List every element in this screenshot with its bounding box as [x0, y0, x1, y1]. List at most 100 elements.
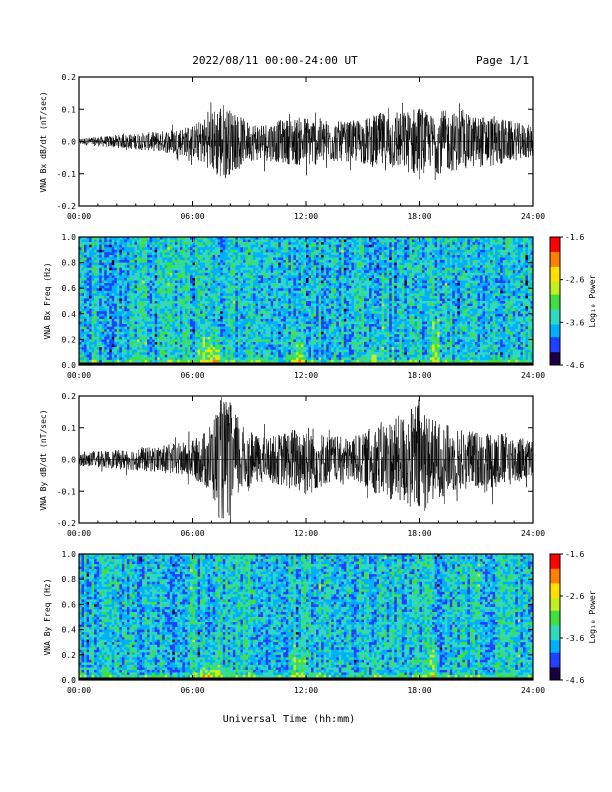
- bx-spectrogram-cell: [258, 306, 261, 309]
- bx-spectrogram-cell: [227, 334, 231, 338]
- bx-spectrogram-cell: [134, 334, 138, 338]
- bx-spectrogram-cell: [144, 247, 148, 251]
- bx-spectrogram-cell: [220, 270, 224, 274]
- bx-spectrogram-cell: [79, 267, 82, 271]
- bx-spectrogram-cell: [283, 339, 287, 343]
- bx-spectrogram-cell: [260, 290, 264, 294]
- bx-spectrogram-cell: [189, 306, 193, 309]
- bx-spectrogram-cell: [91, 262, 95, 266]
- bx-spectrogram-cell: [313, 354, 317, 358]
- bx-spectrogram-cell: [114, 324, 118, 327]
- bx-spectrogram-cell: [311, 260, 314, 263]
- bx-spectrogram-cell: [232, 283, 236, 286]
- bx-spectrogram-cell: [316, 283, 319, 286]
- bx-spectrogram-cell: [119, 239, 123, 243]
- bx-spectrogram-cell: [237, 339, 241, 343]
- bx-spectrogram-cell: [162, 270, 166, 274]
- bx-spectrogram-cell: [205, 283, 208, 286]
- bx-spectrogram-cell: [164, 288, 168, 292]
- bx-spectrogram-cell: [172, 359, 176, 363]
- bx-spectrogram-cell: [139, 295, 143, 299]
- bx-spectrogram-cell: [149, 329, 153, 333]
- bx-spectrogram-cell: [167, 265, 171, 269]
- bx-spectrogram-cell: [318, 344, 322, 348]
- bx-spectrogram-cell: [308, 352, 312, 356]
- bx-spectrogram-cell: [235, 288, 239, 292]
- bx-spectrogram-cell: [293, 357, 297, 361]
- bx-spectrogram-cell: [217, 290, 221, 294]
- bx-spectrogram-cell: [111, 290, 115, 294]
- bx-spectrogram-cell: [129, 321, 133, 325]
- bx-spectrogram-cell: [124, 265, 128, 269]
- bx-spectrogram-cell: [94, 285, 97, 289]
- bx-spectrogram-cell: [111, 272, 115, 276]
- bx-spectrogram-cell: [303, 357, 307, 361]
- bx-spectrogram-cell: [240, 262, 244, 266]
- bx-spectrogram-cell: [91, 283, 95, 286]
- bx-spectrogram-cell: [96, 344, 100, 348]
- bx-spectrogram-cell: [179, 244, 183, 248]
- bx-spectrogram-cell: [260, 316, 264, 320]
- bx-spectrogram-cell: [303, 249, 307, 253]
- bx-spectrogram-cell: [147, 341, 150, 345]
- bx-spectrogram-cell: [321, 285, 324, 289]
- bx-spectrogram-cell: [139, 357, 143, 361]
- bx-spectrogram-cell: [124, 290, 128, 294]
- bx-spectrogram-cell: [268, 290, 271, 294]
- bx-spectrogram-cell: [142, 308, 145, 312]
- bx-spectrogram-cell: [212, 260, 216, 263]
- bx-spectrogram-cell: [116, 260, 120, 263]
- bx-spectrogram-cell: [260, 242, 264, 245]
- bx-spectrogram-cell: [242, 272, 246, 276]
- bx-spectrogram-cell: [184, 344, 188, 348]
- bx-spectrogram-cell: [89, 324, 92, 327]
- bx-spectrogram-cell: [126, 303, 130, 307]
- bx-spectrogram-cell: [197, 347, 201, 350]
- bx-spectrogram-cell: [293, 288, 297, 292]
- bx-spectrogram-cell: [137, 303, 140, 307]
- bx-spectrogram-cell: [172, 239, 176, 243]
- bx-spectrogram-cell: [192, 308, 196, 312]
- bx-spectrogram-cell: [275, 254, 279, 258]
- bx-spectrogram-cell: [316, 303, 319, 307]
- bx-spectrogram-cell: [79, 313, 82, 317]
- bx-spectrogram-cell: [225, 283, 229, 286]
- bx-spectrogram-cell: [321, 280, 324, 284]
- bx-spectrogram-cell: [89, 260, 92, 263]
- bx-spectrogram-cell: [84, 306, 87, 309]
- bx-spectrogram-cell: [149, 288, 153, 292]
- bx-spectrogram-cell: [288, 357, 292, 361]
- bx-spectrogram-cell: [313, 311, 317, 315]
- bx-spectrogram-cell: [195, 242, 198, 245]
- bx-spectrogram-cell: [215, 285, 219, 289]
- bx-spectrogram-cell: [230, 306, 234, 309]
- bx-spectrogram-cell: [129, 254, 133, 258]
- bx-spectrogram-cell: [184, 247, 188, 251]
- bx-spectrogram-cell: [217, 347, 221, 350]
- bx-spectrogram-cell: [260, 295, 264, 299]
- bx-spectrogram-cell: [311, 311, 314, 315]
- bx-spectrogram-cell: [187, 277, 191, 281]
- bx-spectrogram-cell: [79, 311, 82, 315]
- bx-spectrogram-cell: [280, 270, 284, 274]
- bx-spectrogram-cell: [268, 311, 271, 315]
- bx-spectrogram-cell: [89, 357, 92, 361]
- bx-spectrogram-cell: [258, 301, 261, 304]
- bx-spectrogram-cell: [288, 249, 292, 253]
- bx-spectrogram-cell: [318, 242, 322, 245]
- bx-spectrogram-cell: [86, 334, 90, 338]
- bx-spectrogram-cell: [157, 308, 161, 312]
- bx-spectrogram-cell: [131, 295, 135, 299]
- bx-spectrogram-cell: [268, 308, 271, 312]
- bx-spectrogram-cell: [96, 321, 100, 325]
- bx-spectrogram-cell: [316, 267, 319, 271]
- bx-spectrogram-cell: [99, 316, 102, 320]
- bx-spectrogram-cell: [323, 257, 327, 261]
- bx-spectrogram-cell: [220, 247, 224, 251]
- bx-spectrogram-cell: [104, 244, 108, 248]
- bx-spectrogram-cell: [253, 288, 256, 292]
- bx-spectrogram-cell: [212, 290, 216, 294]
- bx-spectrogram-cell: [200, 298, 203, 302]
- bx-spectrogram-cell: [283, 341, 287, 345]
- bx-spectrogram-cell: [119, 308, 123, 312]
